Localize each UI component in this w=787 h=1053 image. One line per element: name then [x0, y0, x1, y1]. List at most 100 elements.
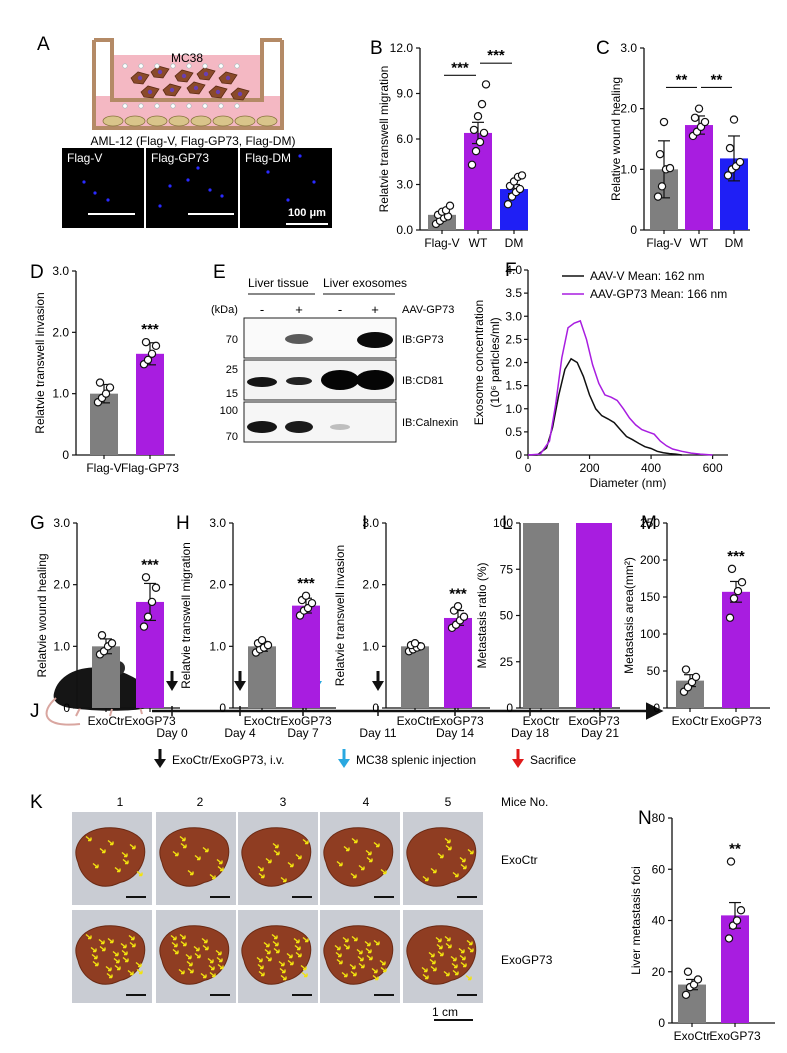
timeline-arrowhead: [234, 681, 246, 691]
metastasis-arrow: [422, 875, 429, 882]
x-tick-label: ExoGP73: [280, 714, 332, 728]
y-axis-label: Relatvie transwell invasion: [333, 545, 347, 686]
metastasis-arrow: [187, 967, 194, 974]
y-tick-label: 2.0: [505, 356, 522, 370]
data-point: [515, 184, 525, 194]
y-tick-label: 1.0: [53, 639, 70, 653]
metastasis-arrow: [209, 971, 216, 978]
marker-cd81-15: 15: [226, 388, 238, 400]
panel-letter-k: K: [30, 792, 43, 813]
data-point: [105, 383, 115, 392]
metastasis-arrow: [172, 948, 179, 955]
liver-lobe: [323, 925, 394, 985]
data-point: [737, 578, 747, 587]
y-tick-label: 1.0: [362, 639, 379, 653]
nucleus-dot: [220, 194, 224, 198]
marker-cd81-25: 25: [226, 364, 238, 376]
legend-mc38-label: MC38 splenic injection: [356, 753, 476, 767]
plate-cell: [256, 115, 278, 127]
metastasis-arrow: [106, 972, 113, 979]
legend-arrowhead-iv: [154, 759, 166, 768]
group-header-liver-tissue: Liver tissue: [248, 276, 309, 290]
kda-label: (kDa): [211, 304, 238, 316]
metastasis-arrow: [343, 845, 350, 852]
data-point: [659, 117, 669, 127]
metastasis-arrow: [92, 862, 99, 869]
metastasis-arrow: [302, 936, 309, 943]
metastasis-arrow: [107, 839, 114, 846]
insert-wall: [94, 38, 282, 102]
metastasis-arrow: [265, 955, 272, 962]
metastasis-arrow: [443, 970, 450, 977]
cell-nucleus: [157, 69, 163, 75]
data-point: [503, 200, 513, 209]
exosome: [218, 63, 224, 69]
data-point: [95, 378, 105, 387]
exosome: [186, 63, 192, 69]
exosome: [154, 63, 160, 69]
data-point: [459, 612, 469, 621]
x-tick-label: 200: [580, 461, 600, 475]
y-axis-label: Relatvie transwell migration: [179, 542, 193, 689]
metastasis-arrow: [113, 957, 120, 964]
panel-letter-d: D: [30, 262, 44, 283]
data-point: [729, 594, 739, 603]
panel-letter-l: L: [502, 513, 513, 534]
significance-mark: ***: [727, 548, 745, 565]
day-label: Day 0: [156, 726, 188, 740]
panel-letter-a: A: [37, 34, 50, 55]
chart-l: L 0 25 50 75 100 Metastasis ratio (%) ExoCtr Exo…: [475, 513, 620, 728]
significance-mark: **: [729, 841, 741, 858]
metastasis-arrow: [114, 866, 121, 873]
metastasis-arrow: [342, 936, 349, 943]
y-axis-label: Relatvie wound healing: [35, 553, 49, 677]
y-tick-label: 6.0: [396, 132, 413, 146]
y-tick-label: 3.0: [53, 516, 70, 530]
plate-cell: [168, 115, 190, 127]
data-point: [681, 665, 691, 674]
y-tick-label: 0: [653, 701, 660, 715]
y-tick-label: 1.0: [620, 162, 637, 176]
y-tick-label: 3.0: [209, 516, 226, 530]
metastasis-arrow: [422, 973, 429, 980]
y-tick-label: 60: [652, 862, 666, 876]
band-calnexin-lane3: [330, 424, 350, 430]
metastasis-arrow: [185, 953, 192, 960]
metastasis-arrow: [280, 876, 287, 883]
bar-exoctr: [401, 646, 429, 708]
day-label: Day 21: [581, 726, 619, 740]
metastasis-arrow: [341, 971, 348, 978]
metastasis-arrow: [287, 861, 294, 868]
metastasis-arrow: [193, 945, 200, 952]
y-tick-label: 0: [630, 223, 637, 237]
metastasis-arrow: [209, 873, 216, 880]
scale-bar-label: 100 μm: [288, 207, 326, 219]
series-line-aav-v: [528, 357, 682, 456]
metastasis-arrow: [180, 842, 187, 849]
data-point: [263, 640, 273, 650]
band-gp73-lane4: [357, 332, 393, 348]
metastasis-arrow: [273, 849, 280, 856]
x-tick-label: 0: [525, 461, 532, 475]
metastasis-arrow: [179, 933, 186, 940]
day-label: Day 18: [511, 726, 549, 740]
metastasis-arrow: [200, 972, 207, 979]
metastasis-arrow: [429, 958, 436, 965]
chart-d: D 0 1.0 2.0 3.0 Relatvie transwell invasion Fl…: [30, 262, 179, 475]
day-label: Day 7: [287, 726, 319, 740]
bar-exoctr: [248, 646, 276, 708]
x-tick-label: ExoGP73: [709, 1029, 761, 1043]
metastasis-arrow: [467, 946, 474, 953]
bar-flag-gp73: [136, 353, 164, 455]
metastasis-arrow: [351, 837, 358, 844]
liver-lobe: [323, 827, 394, 887]
y-tick-label: 0: [63, 701, 70, 715]
exosome: [170, 63, 176, 69]
metastasis-arrow: [217, 963, 224, 970]
x-tick-label: ExoCtr: [88, 714, 125, 728]
chart-b: B 0.0 3.0 6.0 9.0 12.0 Relatvie transwell migr…: [370, 38, 528, 250]
nucleus-dot: [286, 198, 290, 202]
data-point: [653, 192, 663, 201]
k-scale-bar-label: 1 cm: [432, 1005, 458, 1019]
